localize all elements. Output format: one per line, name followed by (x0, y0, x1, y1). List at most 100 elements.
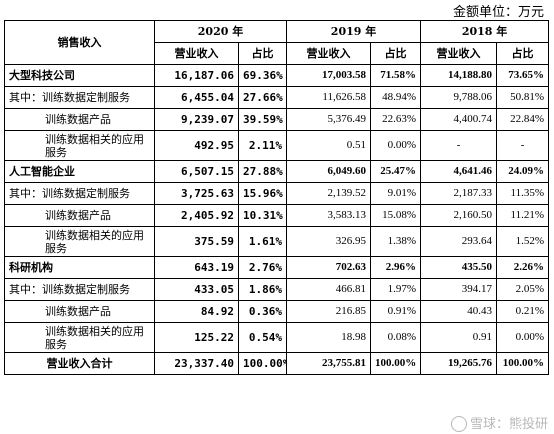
cell-share-2019: 2.96% (370, 256, 422, 279)
cell-revenue-2020: 492.95 (154, 130, 239, 161)
cell-revenue-2020: 6,455.04 (154, 86, 239, 109)
cell-share-2020: 15.96% (237, 182, 288, 205)
cell-revenue-2018: - (420, 130, 498, 161)
table-body: 大型科技公司 16,187.06 69.36% 17,003.58 71.58% 14,1… (4, 64, 550, 375)
row-label: 其中：训练数据定制服务 (4, 182, 155, 205)
cell-share-2019: 1.97% (370, 278, 422, 301)
cell-revenue-2018: 4,400.74 (420, 108, 498, 131)
cell-revenue-2020: 2,405.92 (154, 204, 239, 227)
cell-share-2018: 73.65% (496, 64, 550, 87)
header-revenue-2020: 营业收入 (154, 42, 239, 65)
row-label: 训练数据产品 (4, 204, 155, 227)
cell-revenue-2020: 6,507.15 (154, 160, 239, 183)
header-share-2018: 占比 (496, 42, 550, 65)
cell-share-2019: 0.08% (370, 322, 422, 353)
cell-share-2020: 1.86% (237, 278, 288, 301)
cell-share-2020: 69.36% (237, 64, 288, 87)
row-label: 其中：训练数据定制服务 (4, 86, 155, 109)
cell-revenue-2019: 3,583.13 (286, 204, 372, 227)
table-row: 人工智能企业 6,507.15 27.88% 6,049.60 25.47% 4,641.… (4, 160, 550, 183)
cell-revenue-2020: 3,725.63 (154, 182, 239, 205)
cell-share-2020: 39.59% (237, 108, 288, 131)
cell-share-2019: 100.00% (370, 352, 422, 375)
cell-revenue-2019: 5,376.49 (286, 108, 372, 131)
cell-revenue-2020: 23,337.40 (154, 352, 239, 375)
cell-revenue-2020: 9,239.07 (154, 108, 239, 131)
cell-share-2019: 48.94% (370, 86, 422, 109)
cell-share-2018: 50.81% (496, 86, 550, 109)
row-label: 人工智能企业 (4, 160, 155, 183)
cell-share-2020: 10.31% (237, 204, 288, 227)
cell-revenue-2018: 40.43 (420, 300, 498, 323)
cell-share-2018: 0.00% (496, 322, 550, 353)
cell-revenue-2019: 702.63 (286, 256, 372, 279)
cell-share-2020: 0.54% (237, 322, 288, 353)
table-row: 训练数据相关的应用服务 125.22 0.54% 18.98 0.08% 0.91 0.00… (4, 322, 550, 353)
cell-share-2018: 2.05% (496, 278, 550, 301)
watermark: 雪球：熊投研 (450, 413, 548, 432)
cell-share-2019: 0.91% (370, 300, 422, 323)
cell-revenue-2019: 23,755.81 (286, 352, 372, 375)
table-row: 训练数据产品 2,405.92 10.31% 3,583.13 15.08% 2,160.… (4, 204, 550, 227)
revenue-table: 销售收入 2020 年 2019 年 2018 年 营业收入 占比 营业收入 占… (4, 20, 550, 375)
cell-revenue-2019: 326.95 (286, 226, 372, 257)
cell-share-2020: 2.76% (237, 256, 288, 279)
cell-share-2019: 1.38% (370, 226, 422, 257)
cell-revenue-2018: 14,188.80 (420, 64, 498, 87)
table-row: 营业收入合计 23,337.40 100.00% 23,755.81 100.00% 19… (4, 352, 550, 375)
cell-revenue-2019: 0.51 (286, 130, 372, 161)
cell-revenue-2018: 19,265.76 (420, 352, 498, 375)
header-share-2019: 占比 (370, 42, 422, 65)
cell-share-2018: 22.84% (496, 108, 550, 131)
header-revenue-2019: 营业收入 (286, 42, 372, 65)
cell-revenue-2019: 6,049.60 (286, 160, 372, 183)
xueqiu-logo-icon (450, 416, 467, 432)
cell-share-2018: 2.26% (496, 256, 550, 279)
cell-share-2018: - (496, 130, 550, 161)
cell-revenue-2018: 4,641.46 (420, 160, 498, 183)
row-label: 其中：训练数据定制服务 (4, 278, 155, 301)
row-label: 训练数据相关的应用服务 (4, 322, 155, 353)
table-row: 训练数据相关的应用服务 492.95 2.11% 0.51 0.00% - - (4, 130, 550, 161)
row-label: 大型科技公司 (4, 64, 155, 87)
cell-share-2019: 71.58% (370, 64, 422, 87)
cell-share-2019: 25.47% (370, 160, 422, 183)
header-revenue-2018: 营业收入 (420, 42, 498, 65)
cell-revenue-2018: 9,788.06 (420, 86, 498, 109)
cell-share-2018: 1.52% (496, 226, 550, 257)
cell-share-2018: 11.21% (496, 204, 550, 227)
cell-revenue-2019: 466.81 (286, 278, 372, 301)
cell-revenue-2018: 2,160.50 (420, 204, 498, 227)
cell-revenue-2020: 16,187.06 (154, 64, 239, 87)
unit-label: 金额单位：万元 (452, 5, 544, 20)
cell-share-2018: 100.00% (496, 352, 550, 375)
cell-share-2019: 15.08% (370, 204, 422, 227)
cell-revenue-2020: 84.92 (154, 300, 239, 323)
table-row: 科研机构 643.19 2.76% 702.63 2.96% 435.50 2.26% (4, 256, 550, 279)
cell-revenue-2019: 18.98 (286, 322, 372, 353)
cell-share-2020: 27.88% (237, 160, 288, 183)
table-row: 训练数据产品 84.92 0.36% 216.85 0.91% 40.43 0.21% (4, 300, 550, 323)
cell-revenue-2019: 17,003.58 (286, 64, 372, 87)
header-row-metrics: 营业收入 占比 营业收入 占比 营业收入 占比 (5, 42, 550, 65)
cell-revenue-2018: 435.50 (420, 256, 498, 279)
header-share-2020: 占比 (237, 42, 288, 65)
table-row: 其中：训练数据定制服务 3,725.63 15.96% 2,139.52 9.01% 2,… (4, 182, 550, 205)
cell-revenue-2019: 2,139.52 (286, 182, 372, 205)
cell-share-2020: 27.66% (237, 86, 288, 109)
table-row: 大型科技公司 16,187.06 69.36% 17,003.58 71.58% 14,1… (4, 64, 550, 87)
header-year-2020: 2020 年 (153, 20, 288, 43)
header-year-2019: 2019 年 (286, 20, 422, 43)
cell-revenue-2018: 2,187.33 (420, 182, 498, 205)
table-row: 其中：训练数据定制服务 6,455.04 27.66% 11,626.58 48.94%… (4, 86, 550, 109)
header-category: 销售收入 (4, 20, 155, 65)
cell-share-2020: 0.36% (237, 300, 288, 323)
cell-share-2020: 2.11% (237, 130, 288, 161)
cell-share-2018: 0.21% (496, 300, 550, 323)
table-row: 训练数据产品 9,239.07 39.59% 5,376.49 22.63% 4,400.… (4, 108, 550, 131)
table-row: 训练数据相关的应用服务 375.59 1.61% 326.95 1.38% 293.64 1… (4, 226, 550, 257)
cell-revenue-2020: 643.19 (154, 256, 239, 279)
cell-share-2018: 11.35% (496, 182, 550, 205)
watermark-text: 雪球：熊投研 (469, 416, 548, 432)
cell-revenue-2018: 0.91 (420, 322, 498, 353)
